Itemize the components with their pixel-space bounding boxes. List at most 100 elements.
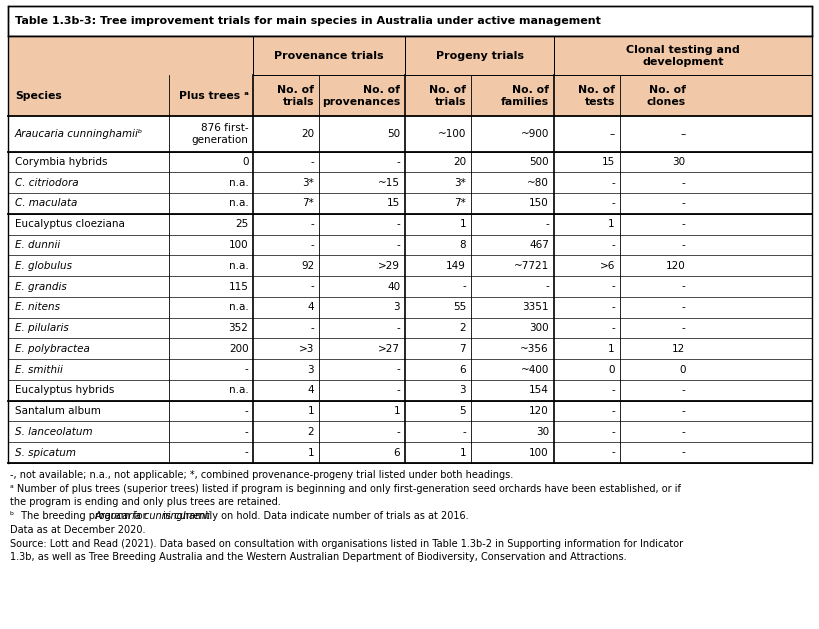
Text: n.a.: n.a. <box>229 261 248 270</box>
Text: ᵇ: ᵇ <box>10 511 14 521</box>
Text: >6: >6 <box>599 261 614 270</box>
Text: Araucaria cunninghamiiᵇ: Araucaria cunninghamiiᵇ <box>15 129 143 139</box>
Text: Eucalyptus cloeziana: Eucalyptus cloeziana <box>15 220 124 229</box>
Text: 2: 2 <box>459 323 465 333</box>
Text: 50: 50 <box>387 129 400 139</box>
Text: -: - <box>462 427 465 437</box>
Bar <box>8 193 811 214</box>
Text: E. smithii: E. smithii <box>15 365 62 374</box>
Text: 4: 4 <box>307 303 314 312</box>
Text: -: - <box>681 199 685 208</box>
Bar <box>8 36 811 75</box>
Text: 15: 15 <box>387 199 400 208</box>
Text: Progeny trials: Progeny trials <box>435 51 523 61</box>
Text: -: - <box>610 240 614 250</box>
Text: n.a.: n.a. <box>229 178 248 187</box>
Text: Santalum album: Santalum album <box>15 406 101 416</box>
Text: 7*: 7* <box>454 199 465 208</box>
Text: >27: >27 <box>378 344 400 353</box>
Bar <box>8 380 811 401</box>
Text: E. polybractea: E. polybractea <box>15 344 89 353</box>
Text: -: - <box>681 323 685 333</box>
Text: -: - <box>681 220 685 229</box>
Text: 0: 0 <box>608 365 614 374</box>
Text: 3: 3 <box>307 365 314 374</box>
Bar <box>8 359 811 380</box>
Text: is currently on hold. Data indicate number of trials as at 2016.: is currently on hold. Data indicate numb… <box>160 511 468 521</box>
Text: 30: 30 <box>672 157 685 167</box>
Text: -: - <box>310 282 314 291</box>
Text: -: - <box>396 365 400 374</box>
Text: -: - <box>396 240 400 250</box>
Bar <box>8 116 811 152</box>
Text: 3: 3 <box>459 386 465 395</box>
Text: 1.3b, as well as Tree Breeding Australia and the Western Australian Department o: 1.3b, as well as Tree Breeding Australia… <box>10 552 626 562</box>
Text: Data as at December 2020.: Data as at December 2020. <box>10 525 145 535</box>
Text: 1: 1 <box>608 220 614 229</box>
Text: 4: 4 <box>307 386 314 395</box>
Text: 3351: 3351 <box>522 303 548 312</box>
Text: 12: 12 <box>672 344 685 353</box>
Text: 6: 6 <box>393 448 400 457</box>
Text: Table 1.3b-3: Tree improvement trials for main species in Australia under active: Table 1.3b-3: Tree improvement trials fo… <box>15 16 600 26</box>
Text: -: - <box>462 282 465 291</box>
Text: -: - <box>310 240 314 250</box>
Text: 92: 92 <box>301 261 314 270</box>
Text: 500: 500 <box>528 157 548 167</box>
Text: 300: 300 <box>528 323 548 333</box>
Text: -: - <box>681 240 685 250</box>
Bar <box>8 235 811 255</box>
Text: >3: >3 <box>299 344 314 353</box>
Text: E. nitens: E. nitens <box>15 303 60 312</box>
Bar <box>8 214 811 235</box>
Text: 1: 1 <box>307 406 314 416</box>
Text: -: - <box>244 448 248 457</box>
Text: 30: 30 <box>535 427 548 437</box>
Text: 15: 15 <box>601 157 614 167</box>
Text: -: - <box>396 386 400 395</box>
Text: -: - <box>244 406 248 416</box>
Text: ~7721: ~7721 <box>513 261 548 270</box>
Text: -: - <box>681 282 685 291</box>
Bar <box>8 6 811 36</box>
Text: ~900: ~900 <box>520 129 548 139</box>
Text: ~80: ~80 <box>527 178 548 187</box>
Text: 150: 150 <box>528 199 548 208</box>
Text: -: - <box>545 220 548 229</box>
Text: 352: 352 <box>229 323 248 333</box>
Text: 25: 25 <box>235 220 248 229</box>
Text: -: - <box>396 157 400 167</box>
Text: >29: >29 <box>378 261 400 270</box>
Text: -: - <box>610 282 614 291</box>
Text: E. pilularis: E. pilularis <box>15 323 69 333</box>
Text: -: - <box>681 178 685 187</box>
Bar <box>8 401 811 421</box>
Text: 55: 55 <box>452 303 465 312</box>
Text: 2: 2 <box>307 427 314 437</box>
Text: -: - <box>610 448 614 457</box>
Text: n.a.: n.a. <box>229 386 248 395</box>
Text: C. citriodora: C. citriodora <box>15 178 79 187</box>
Bar <box>8 255 811 276</box>
Text: 3*: 3* <box>302 178 314 187</box>
Bar <box>8 338 811 359</box>
Text: -: - <box>310 220 314 229</box>
Bar <box>8 172 811 193</box>
Text: n.a.: n.a. <box>229 199 248 208</box>
Text: –: – <box>609 129 614 139</box>
Text: 0: 0 <box>242 157 248 167</box>
Text: Araucaria cunninghamii: Araucaria cunninghamii <box>95 511 210 521</box>
Text: 40: 40 <box>387 282 400 291</box>
Text: -: - <box>681 406 685 416</box>
Text: 3*: 3* <box>454 178 465 187</box>
Bar <box>8 75 811 116</box>
Text: 120: 120 <box>528 406 548 416</box>
Text: 5: 5 <box>459 406 465 416</box>
Text: -: - <box>396 427 400 437</box>
Text: -: - <box>545 282 548 291</box>
Text: 20: 20 <box>452 157 465 167</box>
Text: -: - <box>396 323 400 333</box>
Text: -: - <box>244 427 248 437</box>
Text: ~400: ~400 <box>520 365 548 374</box>
Text: 1: 1 <box>307 448 314 457</box>
